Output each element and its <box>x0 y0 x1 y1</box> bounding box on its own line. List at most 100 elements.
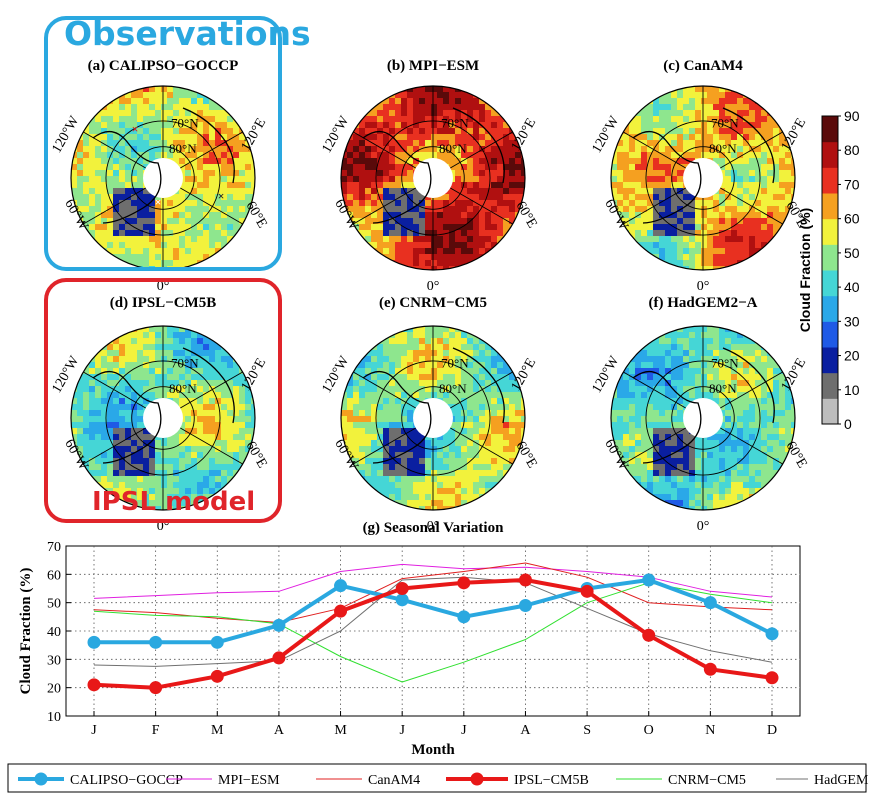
latitude-label: 70°N <box>711 115 739 130</box>
meridian-line <box>83 187 146 225</box>
latitude-label: 80°N <box>169 141 197 156</box>
series-point <box>272 651 286 665</box>
colorbar-frame <box>821 115 839 425</box>
series-point <box>210 635 224 649</box>
series-line <box>93 562 773 623</box>
colorbar-segment <box>822 244 838 271</box>
series-point <box>334 604 348 618</box>
y-tick-label: 50 <box>47 597 61 612</box>
map-panel-title: (d) IPSL−CM5B <box>110 295 216 311</box>
y-tick-label: 10 <box>47 710 61 725</box>
series-point <box>149 635 163 649</box>
legend-label: HadGEM2 <box>814 773 869 788</box>
series-point <box>87 635 101 649</box>
series-point <box>457 610 471 624</box>
meridian-line <box>180 187 243 225</box>
colorbar-tick-label: 90 <box>844 108 860 124</box>
coastline <box>632 371 702 464</box>
coastline <box>92 371 162 464</box>
colorbar-segment <box>822 270 838 297</box>
pole-hole <box>683 158 723 198</box>
colorbar-tick-label: 40 <box>844 279 860 295</box>
series-point <box>518 599 532 612</box>
series-point <box>457 576 471 590</box>
pole-hole <box>143 398 183 438</box>
colorbar-segment <box>822 398 838 425</box>
chart-title: (g) Seasonal Variation <box>363 520 505 536</box>
latitude-label: 80°N <box>169 381 197 396</box>
x-tick-label: J <box>399 723 405 738</box>
colorbar-tick-label: 20 <box>844 348 860 364</box>
ipsl-highlight-box <box>44 278 282 523</box>
y-tick-label: 30 <box>47 653 61 668</box>
x-tick-label: O <box>644 723 654 738</box>
series-point <box>703 596 717 610</box>
observations-highlight-box <box>44 16 282 271</box>
pole-hole <box>683 398 723 438</box>
colorbar-tick-label: 0 <box>844 416 852 432</box>
meridian-line <box>180 371 243 409</box>
colorbar-segment <box>822 116 838 143</box>
pole-hole <box>413 398 453 438</box>
coastline <box>722 107 775 184</box>
meridian-line <box>623 427 686 465</box>
coastline <box>452 107 505 184</box>
seasonal-line-chart: (g) Seasonal Variation 10 20 30 40 50 60 70 J F M A… <box>18 520 801 758</box>
latitude-label: 80°N <box>709 141 737 156</box>
pole-hole <box>143 158 183 198</box>
meridian-line <box>450 187 513 225</box>
meridian-line <box>180 131 243 169</box>
coastline <box>722 347 775 424</box>
legend-box <box>7 763 867 793</box>
chart-legend: CALIPSO−GOCCP MPI−ESM CanAM4 IPSL−CM5B CNRM−… <box>7 763 869 793</box>
colorbar-tick-label: 50 <box>844 245 860 261</box>
meridian-line <box>720 131 783 169</box>
series-point <box>765 671 779 685</box>
latitude-label: 80°N <box>439 381 467 396</box>
legend-label: CALIPSO−GOCCP <box>70 773 183 788</box>
latitude-label: 70°N <box>171 355 199 370</box>
colorbar-segment <box>822 372 838 399</box>
colorbar-tick-label: 10 <box>844 382 860 398</box>
colorbar-segment <box>822 167 838 194</box>
longitude-label: 0° <box>697 279 710 294</box>
observations-label: Observations <box>64 14 311 53</box>
site-marker: × <box>155 195 162 209</box>
meridian-line <box>180 427 243 465</box>
x-tick-label: M <box>334 723 347 738</box>
x-tick-label: D <box>767 723 777 738</box>
coastline <box>182 347 235 424</box>
colorbar-segment <box>822 218 838 245</box>
x-tick-label: M <box>211 723 224 738</box>
longitude-label: 0° <box>157 279 170 294</box>
meridian-line <box>450 131 513 169</box>
map-panel-title: (c) CanAM4 <box>663 58 743 74</box>
series-point <box>210 669 224 683</box>
series-line <box>93 563 773 599</box>
latitude-label: 70°N <box>441 115 469 130</box>
colorbar-tick-label: 60 <box>844 211 860 227</box>
x-axis-label: Month <box>411 742 455 758</box>
latitude-label: 70°N <box>171 115 199 130</box>
meridian-line <box>353 427 416 465</box>
map-panel-title: (a) CALIPSO−GOCCP <box>88 58 239 74</box>
y-tick-label: 20 <box>47 682 61 697</box>
x-tick-label: A <box>520 723 531 738</box>
x-tick-label: J <box>461 723 467 738</box>
map-panel-title: (f) HadGEM2−A <box>649 295 758 311</box>
longitude-label: 0° <box>427 279 440 294</box>
series-point <box>87 678 101 692</box>
cloud-fraction-field <box>611 86 795 270</box>
y-tick-label: 40 <box>47 625 61 640</box>
series-point <box>642 573 656 587</box>
series-point <box>272 618 286 632</box>
series-point <box>765 627 779 641</box>
x-tick-label: F <box>152 723 160 738</box>
y-axis-label: Cloud Fraction (%) <box>18 568 34 695</box>
series-point <box>395 593 409 607</box>
x-tick-label: N <box>705 723 715 738</box>
